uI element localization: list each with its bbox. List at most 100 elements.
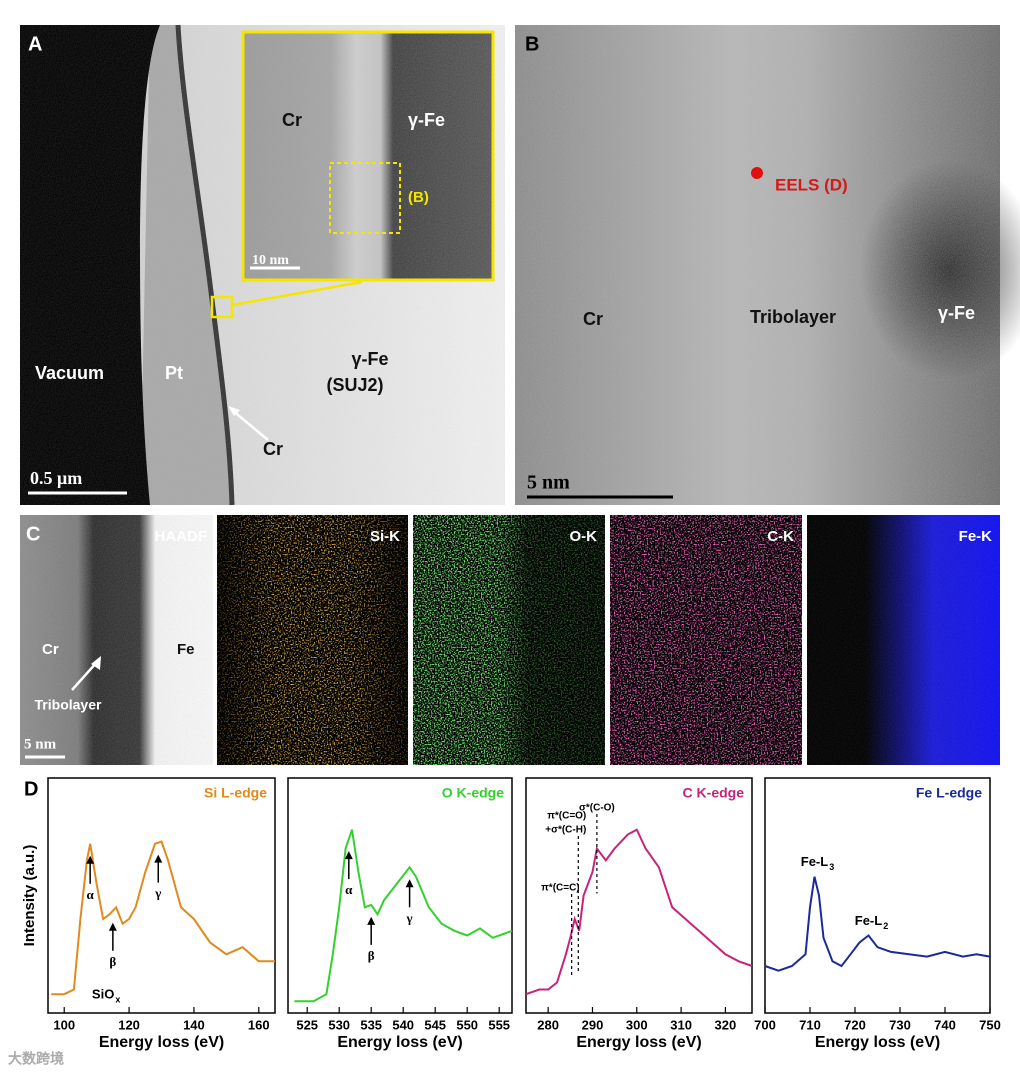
roi-line [231, 280, 363, 307]
x-tick-label: 525 [296, 1017, 318, 1032]
c-map [610, 515, 802, 765]
label: EELS (D) [775, 175, 848, 194]
x-tick-label: 120 [118, 1017, 140, 1032]
label: Cr [42, 641, 59, 658]
arrow-head [344, 851, 353, 860]
annotation: +σ*(C-H) [545, 825, 586, 836]
annotation: Fe-L [855, 913, 883, 928]
panel-b: B EELS (D) Cr Tribolayer γ-Fe 5 nm [515, 25, 1020, 505]
panel-label: A [28, 33, 42, 55]
panel-label: C [26, 523, 40, 545]
x-axis-label: Energy loss (eV) [815, 1034, 940, 1051]
label: Fe [177, 641, 195, 658]
arrow [231, 409, 269, 441]
label: Pt [165, 363, 183, 383]
x-axis-label: Energy loss (eV) [337, 1034, 462, 1051]
texture [243, 32, 493, 280]
scale-label: 5 nm [527, 472, 570, 494]
annotation: Fe-L [801, 854, 829, 869]
plot-frame [287, 777, 513, 1014]
x-tick-label: 720 [844, 1017, 866, 1032]
subscript: x [115, 994, 120, 1004]
label: γ-Fe [938, 303, 975, 323]
chart-title: Si L-edge [204, 785, 267, 801]
watermark: 大数跨境 [8, 1051, 64, 1067]
x-tick-label: 310 [670, 1017, 692, 1032]
subscript: 3 [829, 862, 834, 872]
x-axis-label: Energy loss (eV) [99, 1034, 224, 1051]
x-tick-label: 290 [582, 1017, 604, 1032]
label: Tribolayer [35, 697, 102, 713]
annotation: π*(C=C) [541, 883, 580, 894]
label: Vacuum [35, 363, 104, 383]
label: Cr [282, 110, 302, 130]
spectrum [525, 828, 753, 996]
spectrum [764, 876, 991, 972]
annotation: σ*(C-O) [579, 803, 615, 814]
label: (SUJ2) [326, 375, 383, 395]
x-tick-label: 555 [488, 1017, 510, 1032]
x-tick-label: 300 [626, 1017, 648, 1032]
scale-label: 0.5 μm [30, 468, 82, 488]
x-tick-label: 545 [424, 1017, 446, 1032]
scale-label: 5 nm [24, 736, 57, 752]
x-tick-label: 740 [934, 1017, 956, 1032]
annotation: γ [406, 910, 413, 925]
arrow-head [108, 922, 117, 931]
texture [807, 515, 1000, 765]
arrow-head [228, 406, 240, 416]
label: γ-Fe [408, 110, 445, 130]
x-tick-label: 700 [754, 1017, 776, 1032]
annotation: π*(C=O) [547, 811, 586, 822]
panel-label: D [24, 778, 38, 800]
scale-label: 10 nm [252, 253, 289, 268]
label: Tribolayer [750, 307, 836, 327]
map-label: O-K [570, 528, 598, 545]
map-label: Fe-K [959, 528, 993, 545]
si-map [217, 515, 408, 765]
texture [20, 515, 213, 765]
subscript: 2 [883, 921, 888, 931]
eels-point [751, 167, 763, 179]
label: γ-Fe [351, 349, 388, 369]
arrow-head [91, 656, 101, 670]
x-tick-label: 140 [183, 1017, 205, 1032]
plot-frame [764, 777, 991, 1014]
chart-title: Fe L-edge [916, 785, 982, 801]
annotation: α [87, 887, 95, 902]
x-tick-label: 710 [799, 1017, 821, 1032]
arrow-head [154, 854, 163, 863]
roi-box [210, 295, 234, 319]
panel-a: A Vacuum Pt γ-Fe (SUJ2) Cr 0.5 μm Cr γ-F… [20, 24, 505, 506]
y-axis-label: Intensity (a.u.) [21, 845, 38, 947]
annotation: SiO [92, 986, 114, 1001]
plot-frame [47, 777, 276, 1014]
b-box [329, 162, 401, 234]
x-tick-label: 530 [328, 1017, 350, 1032]
x-axis-label: Energy loss (eV) [576, 1034, 701, 1051]
label: Cr [583, 309, 603, 329]
x-tick-label: 280 [537, 1017, 559, 1032]
chart-title: O K-edge [442, 785, 504, 801]
annotation: α [345, 882, 353, 897]
arrow [71, 661, 98, 691]
arrow-head [405, 879, 414, 888]
texture [515, 25, 1000, 505]
label: HAADF [155, 528, 208, 545]
arrow-head [367, 916, 376, 925]
panel-c: C HAADF Cr Fe Tribolayer 5 nm Si-K O-K C… [20, 515, 1000, 765]
map-label: Si-K [370, 528, 400, 545]
inset-frame [241, 30, 495, 282]
x-tick-label: 160 [248, 1017, 270, 1032]
map-label: C-K [767, 528, 794, 545]
x-tick-label: 320 [715, 1017, 737, 1032]
arrow-head [86, 855, 95, 864]
annotation: β [368, 948, 375, 963]
spectrum [294, 829, 513, 1003]
plot-frame [525, 777, 753, 1014]
x-tick-label: 730 [889, 1017, 911, 1032]
label: Cr [263, 439, 283, 459]
spectrum [51, 840, 275, 996]
x-tick-label: 540 [392, 1017, 414, 1032]
